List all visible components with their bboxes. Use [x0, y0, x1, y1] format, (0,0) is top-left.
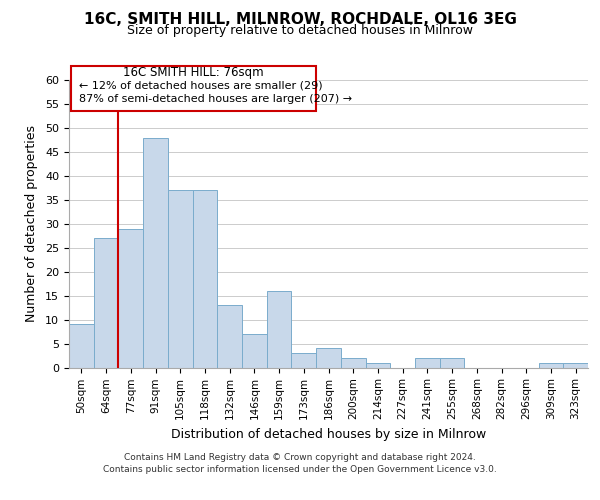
Bar	[71, 66, 316, 111]
Text: 87% of semi-detached houses are larger (207) →: 87% of semi-detached houses are larger (…	[79, 94, 352, 104]
Text: Contains HM Land Registry data © Crown copyright and database right 2024.: Contains HM Land Registry data © Crown c…	[124, 452, 476, 462]
Bar	[69, 324, 94, 368]
Bar	[365, 362, 390, 368]
Bar	[563, 362, 588, 368]
Text: 16C SMITH HILL: 76sqm: 16C SMITH HILL: 76sqm	[124, 66, 264, 80]
Bar	[267, 291, 292, 368]
Bar	[292, 353, 316, 368]
Bar	[539, 362, 563, 368]
Bar	[193, 190, 217, 368]
Bar	[168, 190, 193, 368]
Bar	[341, 358, 365, 368]
X-axis label: Distribution of detached houses by size in Milnrow: Distribution of detached houses by size …	[171, 428, 486, 440]
Text: 16C, SMITH HILL, MILNROW, ROCHDALE, OL16 3EG: 16C, SMITH HILL, MILNROW, ROCHDALE, OL16…	[83, 12, 517, 28]
Bar	[118, 228, 143, 368]
Bar	[94, 238, 118, 368]
Y-axis label: Number of detached properties: Number of detached properties	[25, 125, 38, 322]
Bar	[242, 334, 267, 368]
Bar	[415, 358, 440, 368]
Bar	[316, 348, 341, 368]
Text: Size of property relative to detached houses in Milnrow: Size of property relative to detached ho…	[127, 24, 473, 37]
Bar	[143, 138, 168, 368]
Text: Contains public sector information licensed under the Open Government Licence v3: Contains public sector information licen…	[103, 465, 497, 474]
Bar	[440, 358, 464, 368]
Text: ← 12% of detached houses are smaller (29): ← 12% of detached houses are smaller (29…	[79, 80, 323, 91]
Bar	[217, 305, 242, 368]
